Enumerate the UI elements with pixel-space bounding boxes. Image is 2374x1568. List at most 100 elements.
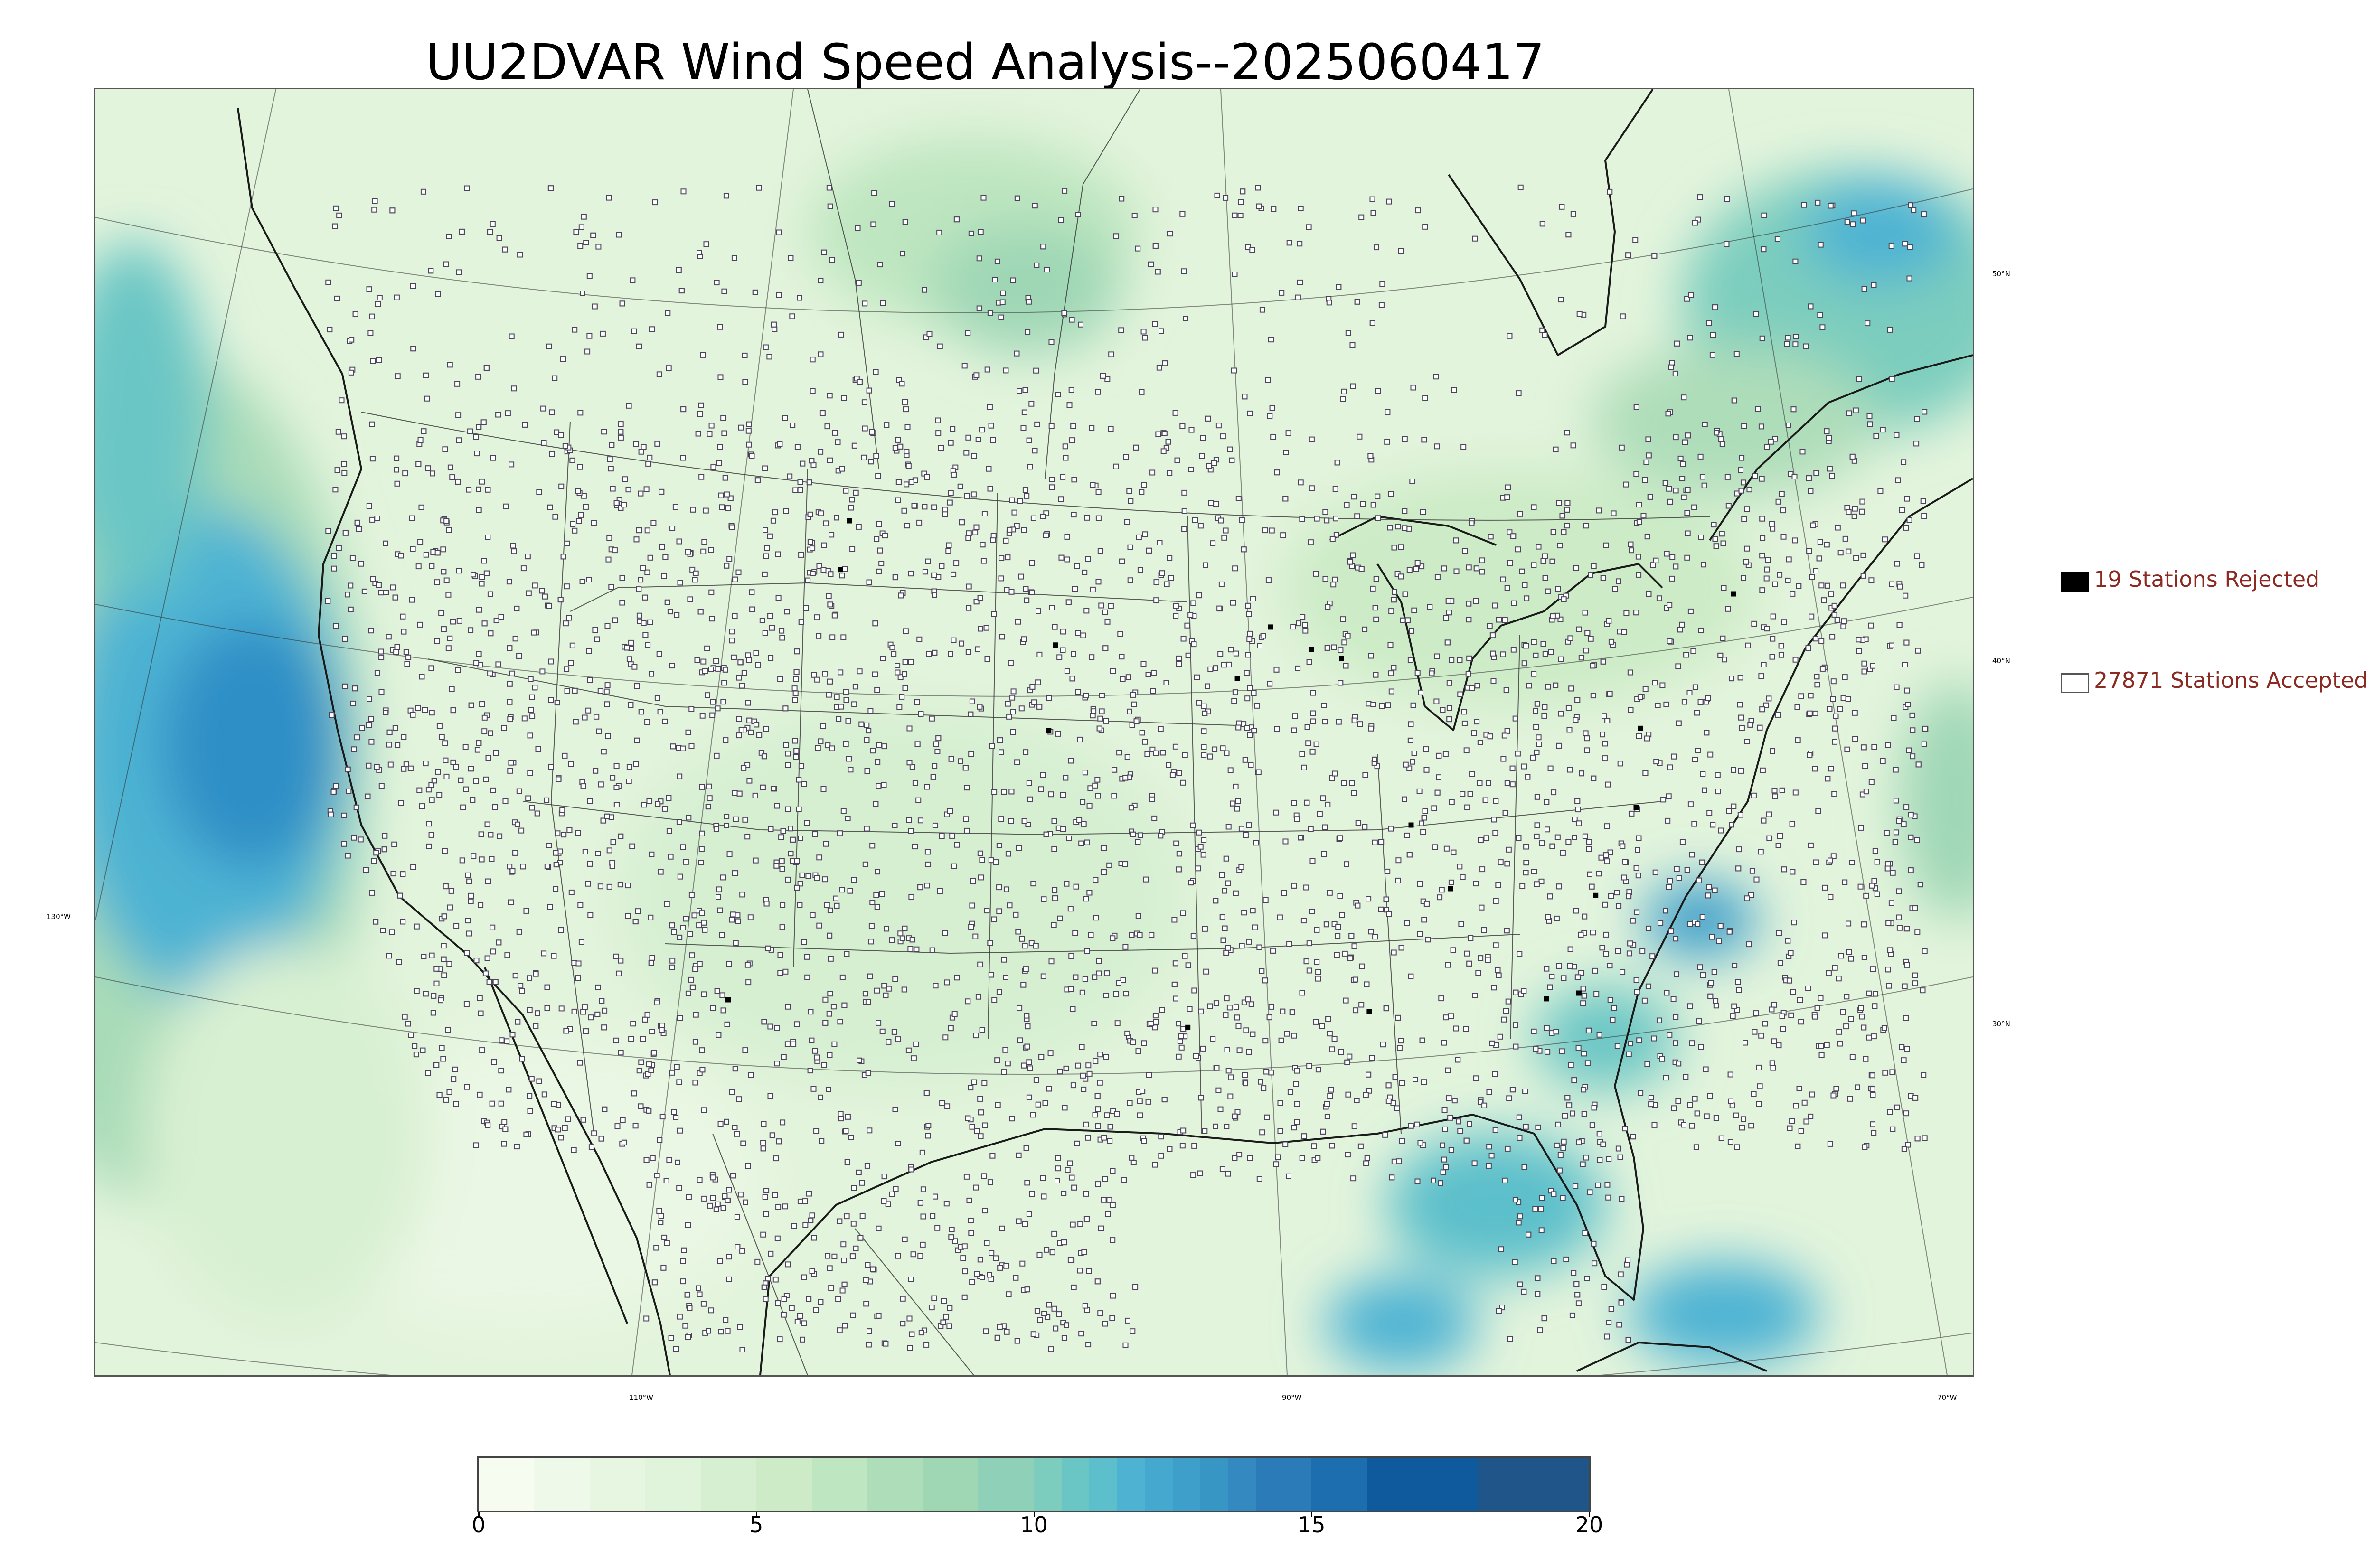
accepted-station	[1410, 385, 1416, 391]
accepted-station	[554, 700, 560, 706]
accepted-station	[1046, 695, 1052, 701]
accepted-station	[881, 983, 887, 989]
accepted-station	[1048, 339, 1055, 345]
accepted-station	[1685, 432, 1691, 439]
accepted-station	[1505, 484, 1511, 490]
accepted-station	[480, 419, 487, 425]
accepted-station	[1223, 527, 1229, 534]
accepted-station	[1239, 517, 1245, 523]
accepted-station	[828, 571, 834, 577]
accepted-station	[541, 440, 547, 446]
accepted-station	[1725, 606, 1731, 612]
accepted-station	[841, 1002, 848, 1008]
accepted-station	[699, 1047, 705, 1053]
accepted-station	[618, 958, 624, 964]
accepted-station	[487, 591, 493, 597]
accepted-station	[1183, 316, 1188, 321]
accepted-station	[1220, 745, 1226, 751]
accepted-station	[1145, 1099, 1151, 1105]
accepted-station	[836, 716, 842, 722]
accepted-station	[1267, 681, 1273, 687]
accepted-station	[784, 1041, 791, 1047]
accepted-station	[1101, 845, 1107, 851]
accepted-station	[1847, 1096, 1853, 1102]
accepted-station	[1032, 203, 1038, 209]
accepted-station	[1645, 983, 1651, 989]
accepted-station	[968, 924, 974, 930]
accepted-station	[1340, 616, 1346, 622]
accepted-station	[1706, 320, 1712, 326]
accepted-station	[1809, 574, 1815, 580]
accepted-station	[617, 882, 623, 888]
accepted-station	[405, 1021, 411, 1027]
accepted-station	[768, 826, 774, 832]
accepted-station	[1616, 1322, 1622, 1328]
accepted-station	[443, 577, 450, 583]
accepted-station	[425, 465, 431, 471]
accepted-station	[1901, 1146, 1907, 1152]
accepted-station	[864, 826, 870, 832]
accepted-station	[1335, 933, 1341, 939]
accepted-station	[1789, 821, 1795, 827]
accepted-station	[763, 1188, 770, 1193]
accepted-station	[1351, 790, 1357, 796]
accepted-station	[1139, 489, 1145, 495]
accepted-station	[1072, 586, 1078, 592]
accepted-station	[467, 428, 473, 434]
accepted-station	[516, 788, 522, 794]
accepted-station	[634, 683, 640, 689]
accepted-station	[607, 456, 613, 462]
accepted-station	[1220, 937, 1226, 943]
accepted-station	[777, 1336, 783, 1343]
accepted-station	[1830, 853, 1837, 859]
accepted-station	[1010, 277, 1016, 283]
accepted-station	[664, 599, 670, 605]
accepted-station	[1321, 851, 1327, 857]
accepted-station	[1554, 915, 1560, 921]
accepted-station	[1048, 1346, 1054, 1352]
accepted-station	[431, 993, 437, 999]
accepted-station	[666, 795, 672, 801]
hudson-bay	[1448, 89, 1654, 356]
accepted-station	[1060, 474, 1066, 480]
accepted-station	[680, 745, 686, 751]
accepted-station	[1534, 701, 1540, 707]
accepted-station	[1896, 622, 1903, 628]
accepted-station	[1207, 1003, 1213, 1009]
accepted-station	[1469, 685, 1475, 691]
accepted-station	[1373, 616, 1379, 622]
accepted-station	[1832, 725, 1838, 732]
accepted-station	[1582, 610, 1588, 616]
accepted-station	[1564, 523, 1570, 529]
accepted-station	[606, 535, 612, 541]
accepted-station	[840, 1241, 847, 1248]
accepted-station	[1908, 812, 1914, 818]
accepted-station	[848, 1135, 854, 1140]
accepted-station	[1808, 1113, 1814, 1119]
accepted-station	[767, 1093, 773, 1099]
accepted-station	[1640, 513, 1647, 519]
accepted-station	[488, 832, 494, 838]
accepted-station	[1247, 1155, 1253, 1161]
accepted-station	[760, 1231, 766, 1238]
accepted-station	[914, 699, 920, 705]
accepted-station	[995, 1102, 1001, 1108]
accepted-station	[1486, 1144, 1492, 1150]
accepted-station	[614, 1123, 621, 1129]
accepted-station	[1159, 570, 1165, 576]
accepted-station	[1791, 920, 1797, 926]
accepted-station	[604, 813, 610, 819]
accepted-station	[1060, 629, 1066, 635]
accepted-station	[669, 663, 675, 669]
accepted-station	[1176, 770, 1182, 776]
accepted-station	[1060, 792, 1066, 798]
accepted-station	[471, 572, 477, 578]
accepted-station	[777, 441, 783, 447]
accepted-station	[423, 991, 429, 997]
accepted-station	[1406, 852, 1413, 858]
accepted-station	[722, 1193, 728, 1199]
accepted-station	[918, 711, 924, 717]
accepted-station	[718, 1329, 724, 1335]
accepted-station	[1607, 188, 1613, 195]
accepted-station	[1512, 715, 1518, 722]
